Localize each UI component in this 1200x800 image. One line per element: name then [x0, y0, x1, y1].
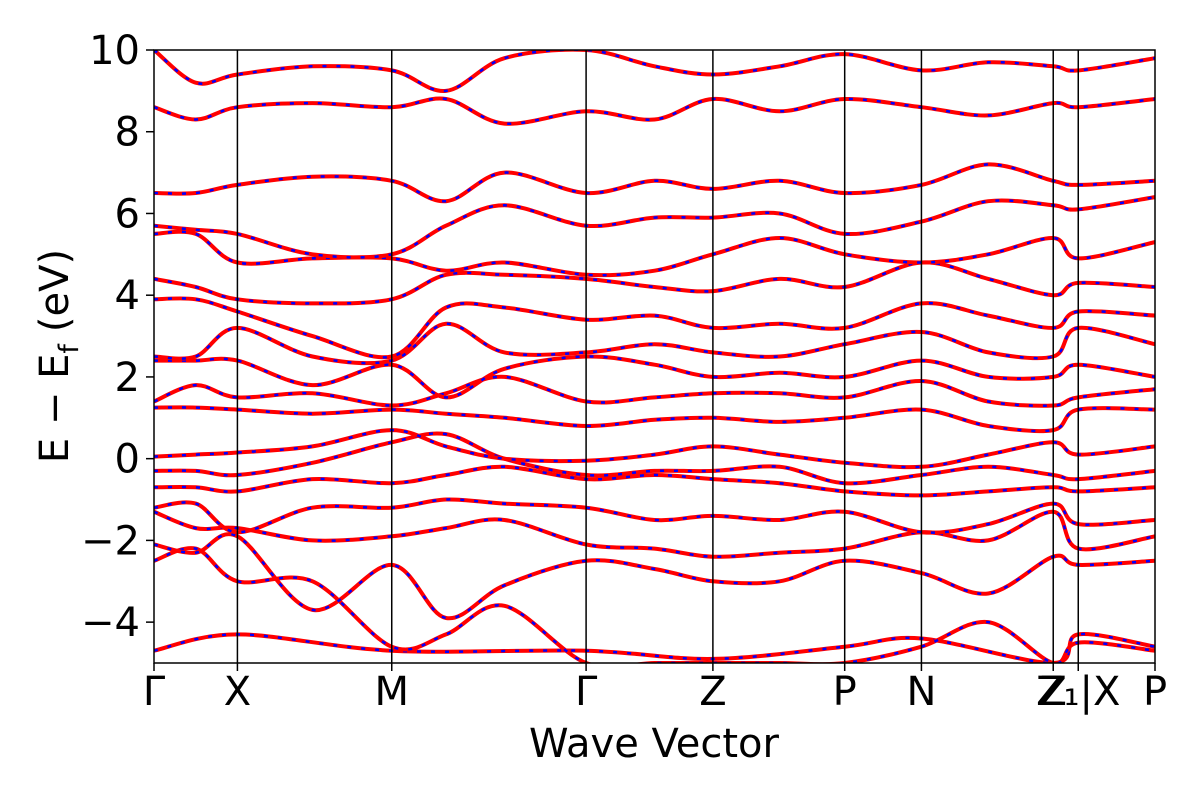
band-line-11 — [154, 354, 1155, 400]
y-tick-label: −4 — [81, 600, 140, 646]
x-tick-label: Z — [1040, 669, 1067, 715]
band-line-18-overlay — [154, 97, 1155, 126]
x-axis-ticks: Γ X M Γ Z P N ZZ₁|X P — [143, 663, 1167, 715]
plot-frame — [153, 49, 1156, 664]
y-tick-label: 6 — [115, 191, 140, 237]
band-line-10 — [154, 374, 1155, 408]
x-tick-label: Z — [699, 669, 726, 715]
y-tick-label: 4 — [115, 273, 140, 319]
band-line-12-overlay — [154, 322, 1155, 365]
band-line-15-overlay — [154, 230, 1155, 277]
y-tick-label: 0 — [115, 437, 140, 483]
y-axis-label-units: (eV) — [32, 249, 78, 332]
x-tick-label: Z₁|X — [1036, 669, 1120, 715]
x-tick-label: P — [1143, 669, 1167, 715]
x-tick-label: X — [224, 669, 251, 715]
x-tick-label: N — [906, 669, 936, 715]
band-line-13-overlay — [154, 297, 1155, 359]
band-line-7 — [154, 431, 1155, 486]
band-line-19-overlay — [154, 50, 1155, 93]
x-tick-label: M — [374, 669, 409, 715]
x-tick-label: Γ — [575, 669, 598, 715]
band-line-4 — [154, 509, 1155, 559]
bands-layer — [154, 50, 1155, 663]
band-line-14-overlay — [154, 261, 1155, 305]
band-line-16-overlay — [154, 195, 1155, 259]
band-line-3-overlay — [154, 532, 1155, 620]
y-axis-label: E − Ef (eV) — [32, 249, 85, 463]
x-tick-label: P — [833, 669, 857, 715]
x-axis-label: Wave Vector — [529, 721, 780, 767]
kpoint-lines — [236, 50, 1080, 663]
band-line-5-overlay — [154, 498, 1155, 534]
band-line-6-overlay — [154, 465, 1155, 497]
y-tick-label: −2 — [81, 518, 140, 564]
band-line-17-overlay — [154, 163, 1155, 203]
band-line-9 — [154, 405, 1155, 434]
y-tick-label: 2 — [115, 355, 140, 401]
y-axis-ticks: −4 −2 0 2 4 6 8 10 — [81, 28, 154, 646]
y-axis-label-subscript: f — [54, 343, 85, 354]
y-tick-label: 8 — [115, 110, 140, 156]
band-line-8-overlay — [154, 428, 1155, 469]
x-tick-label: Γ — [143, 669, 166, 715]
band-line-2 — [154, 546, 1155, 663]
y-axis-label-main: E − E — [32, 354, 78, 464]
y-tick-label: 10 — [89, 28, 140, 74]
